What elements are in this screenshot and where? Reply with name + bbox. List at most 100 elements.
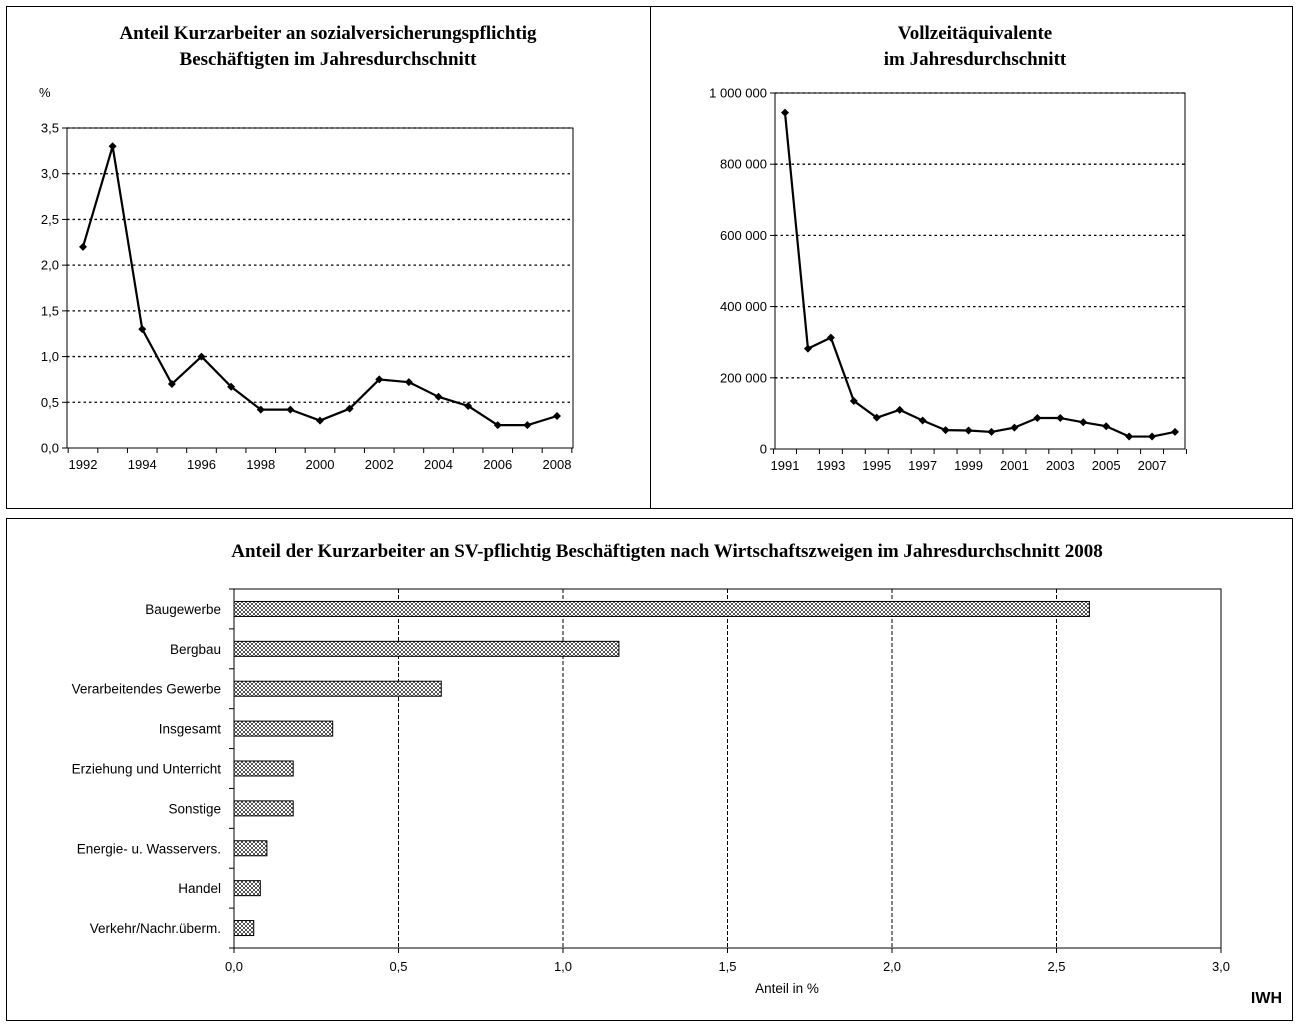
data-point-2008 bbox=[1171, 427, 1179, 436]
data-point-1993 bbox=[108, 142, 117, 151]
data-point-1996 bbox=[197, 352, 206, 361]
x-tick-label: 1,0 bbox=[554, 959, 572, 974]
category-label: Bergbau bbox=[170, 642, 221, 657]
bar-Handel bbox=[233, 880, 261, 897]
data-point-2000 bbox=[987, 427, 996, 436]
data-point-2004 bbox=[1079, 418, 1088, 427]
x-tick-label: 2001 bbox=[1000, 458, 1029, 473]
y-tick-label: 1,5 bbox=[41, 303, 59, 318]
data-point-1992 bbox=[803, 344, 812, 353]
category-label: Handel bbox=[178, 881, 221, 896]
x-tick-label: 1995 bbox=[862, 458, 891, 473]
chart1-y-unit: % bbox=[39, 85, 51, 100]
x-tick-label: 2008 bbox=[543, 457, 572, 472]
x-tick-label: 1996 bbox=[187, 457, 216, 472]
category-label: Baugewerbe bbox=[145, 602, 221, 617]
bar-Bergbau bbox=[233, 640, 620, 657]
bar-Baugewerbe bbox=[233, 600, 1090, 617]
data-point-1999 bbox=[964, 426, 973, 435]
data-point-2005 bbox=[464, 401, 473, 410]
data-point-2001 bbox=[1010, 423, 1019, 432]
data-point-1997 bbox=[918, 416, 927, 425]
x-tick-label: 1994 bbox=[128, 457, 157, 472]
y-tick-label: 1,0 bbox=[41, 349, 59, 364]
x-tick-label: 1999 bbox=[954, 458, 983, 473]
x-tick-label: 2,5 bbox=[1047, 959, 1065, 974]
data-point-1999 bbox=[286, 405, 295, 414]
chart1-title-line2: Beschäftigten im Jahresdurchschnitt bbox=[180, 49, 478, 70]
chart3-x-axis-label: Anteil in % bbox=[755, 981, 819, 996]
data-point-1995 bbox=[167, 380, 176, 388]
data-point-2008 bbox=[553, 412, 561, 420]
data-point-1998 bbox=[256, 405, 265, 414]
y-tick-label: 3,0 bbox=[41, 166, 59, 181]
series-line bbox=[783, 112, 1176, 438]
x-tick-label: 1997 bbox=[908, 458, 937, 473]
bar-Verkehr/Nachr.überm. bbox=[233, 920, 255, 937]
bar-chart-wirtschaftszweige: Anteil der Kurzarbeiter an SV-pflichtig … bbox=[72, 541, 1282, 1007]
y-tick-label: 2,0 bbox=[41, 258, 59, 273]
plot-area-frame bbox=[774, 92, 1186, 450]
y-tick-label: 200 000 bbox=[720, 370, 767, 385]
x-tick-label: 2002 bbox=[365, 457, 394, 472]
x-tick-label: 1993 bbox=[816, 458, 845, 473]
data-point-1991 bbox=[781, 108, 789, 117]
x-tick-label: 2007 bbox=[1138, 458, 1167, 473]
category-label: Insgesamt bbox=[159, 722, 222, 737]
data-point-2006 bbox=[1125, 432, 1134, 441]
chart1-title-line1: Anteil Kurzarbeiter an sozialversicherun… bbox=[119, 23, 537, 44]
x-tick-label: 0,0 bbox=[225, 959, 243, 974]
y-tick-label: 2,5 bbox=[41, 212, 59, 227]
y-tick-label: 0,5 bbox=[41, 395, 59, 410]
x-tick-label: 3,0 bbox=[1212, 959, 1230, 974]
line-chart-vollzeitaequivalente: Vollzeitäquivalente im Jahresdurchschnit… bbox=[709, 23, 1187, 473]
category-label: Verkehr/Nachr.überm. bbox=[90, 921, 221, 936]
y-tick-label: 800 000 bbox=[720, 157, 767, 172]
data-point-1993 bbox=[826, 333, 835, 342]
category-label: Erziehung und Unterricht bbox=[72, 762, 222, 777]
y-tick-label: 0,0 bbox=[41, 441, 59, 456]
x-tick-label: 2006 bbox=[483, 457, 512, 472]
data-point-2006 bbox=[493, 421, 502, 430]
y-tick-label: 400 000 bbox=[720, 299, 767, 314]
data-point-2003 bbox=[1056, 414, 1065, 423]
chart-panel-vollzeitaequivalente: Vollzeitäquivalente im Jahresdurchschnit… bbox=[650, 6, 1293, 509]
x-tick-label: 2004 bbox=[424, 457, 453, 472]
series-line bbox=[81, 145, 558, 427]
data-point-1994 bbox=[849, 396, 858, 405]
data-point-2007 bbox=[523, 421, 532, 430]
line-chart-kurzarbeiter-anteil: Anteil Kurzarbeiter an sozialversicherun… bbox=[39, 23, 574, 472]
data-point-2005 bbox=[1102, 422, 1111, 431]
data-point-1996 bbox=[895, 405, 904, 414]
data-point-1997 bbox=[227, 382, 236, 391]
data-point-2001 bbox=[345, 404, 354, 413]
x-tick-label: 0,5 bbox=[389, 959, 407, 974]
iwh-logo-text: IWH bbox=[1251, 990, 1282, 1007]
data-point-2007 bbox=[1148, 432, 1157, 441]
data-point-1998 bbox=[941, 426, 950, 435]
data-point-2004 bbox=[434, 392, 443, 401]
chart2-title-line2: im Jahresdurchschnitt bbox=[884, 49, 1067, 70]
data-point-1992 bbox=[79, 242, 87, 251]
category-label: Energie- u. Wasservers. bbox=[77, 841, 221, 856]
chart-panel-kurzarbeiter-anteil: Anteil Kurzarbeiter an sozialversicherun… bbox=[6, 6, 652, 509]
chart2-title-line1: Vollzeitäquivalente bbox=[898, 23, 1052, 44]
y-tick-label: 1 000 000 bbox=[709, 86, 767, 101]
data-point-2000 bbox=[316, 416, 324, 425]
x-tick-label: 1992 bbox=[69, 457, 98, 472]
data-point-1995 bbox=[872, 413, 881, 422]
category-label: Verarbeitendes Gewerbe bbox=[72, 682, 221, 697]
y-tick-label: 0 bbox=[760, 442, 767, 457]
bar-Sonstige bbox=[233, 800, 294, 817]
plot-area-frame bbox=[66, 127, 574, 449]
bar-Erziehung und Unterricht bbox=[233, 760, 294, 777]
y-tick-label: 600 000 bbox=[720, 228, 767, 243]
x-tick-label: 2003 bbox=[1046, 458, 1075, 473]
bar-Verarbeitendes Gewerbe bbox=[233, 680, 442, 697]
data-point-1994 bbox=[138, 325, 147, 334]
y-tick-label: 3,5 bbox=[41, 121, 59, 136]
x-tick-label: 2005 bbox=[1092, 458, 1121, 473]
x-tick-label: 1,5 bbox=[718, 959, 736, 974]
data-point-2002 bbox=[375, 375, 384, 384]
x-tick-label: 2000 bbox=[306, 457, 335, 472]
